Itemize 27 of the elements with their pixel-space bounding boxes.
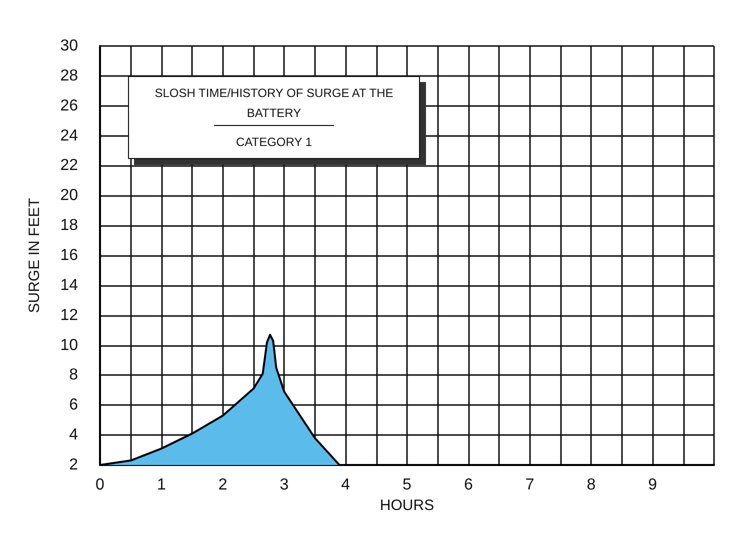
y-tick-label: 16 [60, 247, 78, 264]
y-tick-label: 10 [60, 336, 78, 354]
y-axis-title: SURGE IN FEET [26, 198, 43, 314]
y-tick-label: 12 [60, 306, 78, 324]
x-tick-label: 7 [525, 476, 534, 494]
y-tick-label: 26 [60, 97, 78, 114]
y-tick-label: 24 [60, 127, 78, 144]
y-tick-label: 18 [60, 217, 78, 234]
y-tick-label: 30 [60, 38, 78, 54]
y-tick-label: 8 [69, 366, 78, 384]
x-tick-label: 2 [218, 476, 228, 494]
x-axis-title: HOURS [380, 496, 434, 514]
y-tick-label: 20 [60, 187, 78, 204]
x-tick-label: 8 [586, 476, 596, 494]
y-tick-label: 4 [69, 426, 78, 444]
x-tick-label: 3 [280, 476, 289, 494]
x-tick-label: 9 [648, 476, 658, 494]
y-tick-label: 6 [69, 396, 78, 414]
x-tick-label: 0 [96, 476, 105, 494]
y-tick-label: 22 [60, 157, 78, 174]
y-tick-label: 2 [69, 456, 78, 474]
x-tick-label: 4 [341, 476, 350, 494]
y-tick-label: 28 [60, 67, 78, 84]
x-tick-label: 5 [402, 476, 412, 494]
x-tick-label: 1 [156, 476, 166, 494]
x-tick-label: 6 [464, 476, 473, 494]
y-tick-label: 14 [60, 276, 78, 294]
